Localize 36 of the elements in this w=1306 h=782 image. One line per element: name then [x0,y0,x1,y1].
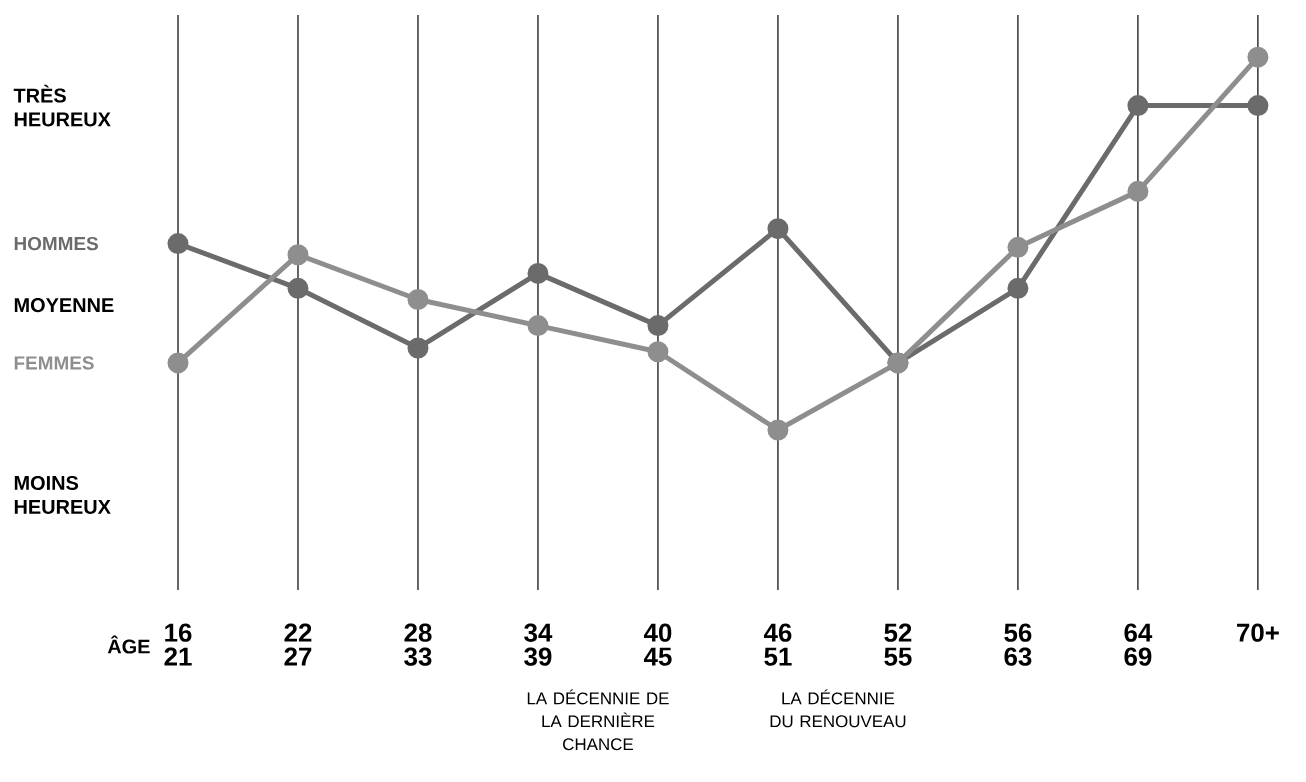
text: MOINS HEUREUX [14,475,111,514]
x-tick-label: 40 45 [643,623,672,666]
point [1247,46,1269,68]
point [1007,277,1029,299]
point [287,244,309,266]
x-tick-label: 52 55 [884,623,912,666]
point [287,277,309,299]
point [527,262,549,284]
text: MOYENNE [14,298,114,313]
x-tick-label: 56 63 [1004,623,1032,666]
point [1127,180,1149,202]
point [407,289,429,311]
text: HOMMES [14,236,98,251]
x-tick-label: 22 27 [284,623,312,666]
point [1247,95,1269,117]
point [167,352,189,374]
x-axis-title: ÂGE [107,635,150,654]
point [527,315,549,337]
x-tick-label: 34 39 [524,623,553,666]
x-tick-label: 46 51 [763,623,792,666]
point [767,419,789,441]
point [407,337,429,359]
text: LA DÉCENNIE DE LA DERNIÈRE CHANCE [527,689,669,751]
point [167,233,189,255]
point [647,315,669,337]
point [1127,95,1149,117]
x-tick-label: 28 33 [404,623,432,666]
text: TRÈS HEUREUX [13,84,111,127]
x-tick-label: 16 21 [164,623,192,666]
point [767,218,789,240]
x-tick-label: 64 69 [1124,623,1153,666]
point [647,341,669,363]
text: FEMMES [14,356,94,370]
point [1007,236,1029,258]
text: LA DÉCENNIE DU RENOUVEAU [770,689,906,728]
x-tick-label: 70+ [1237,623,1279,642]
